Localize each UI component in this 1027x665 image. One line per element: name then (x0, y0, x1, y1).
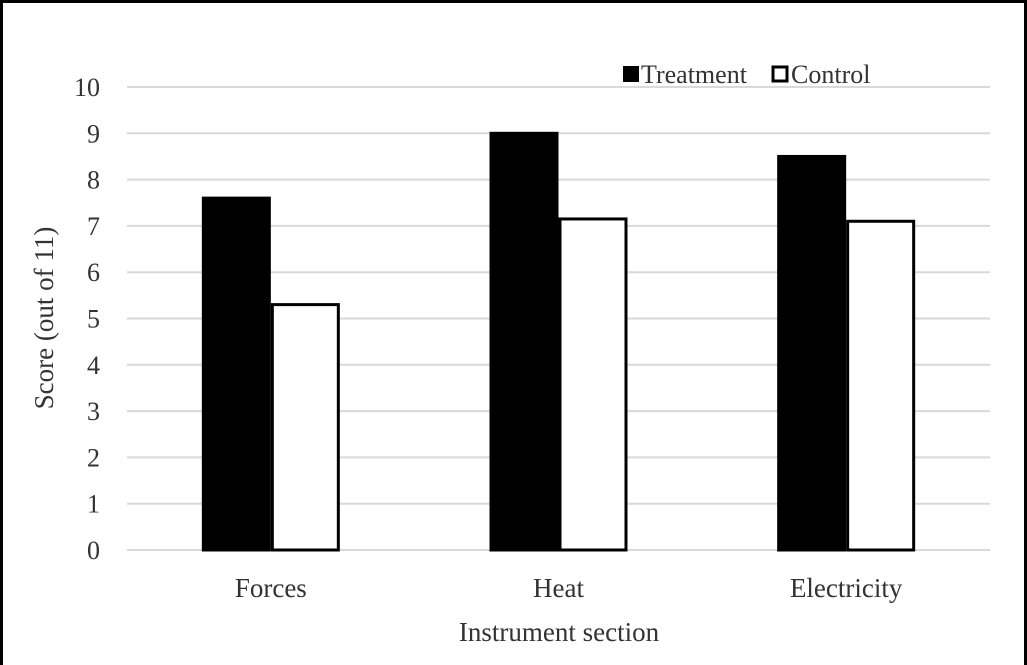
bar-control-electricity (846, 219, 916, 552)
x-tick-labels: Forces Heat Electricity (235, 573, 903, 603)
y-tick-label: 6 (87, 258, 100, 287)
x-tick-label: Forces (235, 573, 307, 603)
bar-treatment-heat (489, 131, 559, 552)
y-tick-labels: 0 1 2 3 4 5 6 7 8 9 10 (74, 73, 100, 565)
legend-label-control: Control (791, 60, 870, 89)
bars (201, 131, 916, 552)
y-tick-label: 10 (74, 73, 100, 102)
y-axis-label: Score (out of 11) (29, 227, 59, 410)
y-tick-label: 0 (87, 536, 100, 565)
y-tick-label: 1 (87, 490, 100, 519)
x-axis-label: Instrument section (459, 617, 660, 647)
bar-treatment-electricity (777, 154, 847, 552)
y-tick-label: 2 (87, 443, 100, 472)
y-tick-label: 3 (87, 397, 100, 426)
y-tick-label: 8 (87, 166, 100, 195)
legend-swatch-treatment (623, 66, 639, 82)
bar-control-forces (270, 303, 340, 552)
x-tick-label: Heat (533, 573, 584, 603)
y-tick-label: 9 (87, 119, 100, 148)
y-tick-label: 4 (87, 351, 100, 380)
legend-label-treatment: Treatment (641, 60, 748, 89)
bar-treatment-forces (201, 196, 271, 552)
legend: Treatment Control (623, 60, 870, 89)
y-tick-label: 7 (87, 212, 100, 241)
bar-control-heat (558, 217, 628, 552)
x-tick-label: Electricity (790, 573, 903, 603)
y-tick-label: 5 (87, 305, 100, 334)
legend-swatch-control (771, 65, 789, 83)
